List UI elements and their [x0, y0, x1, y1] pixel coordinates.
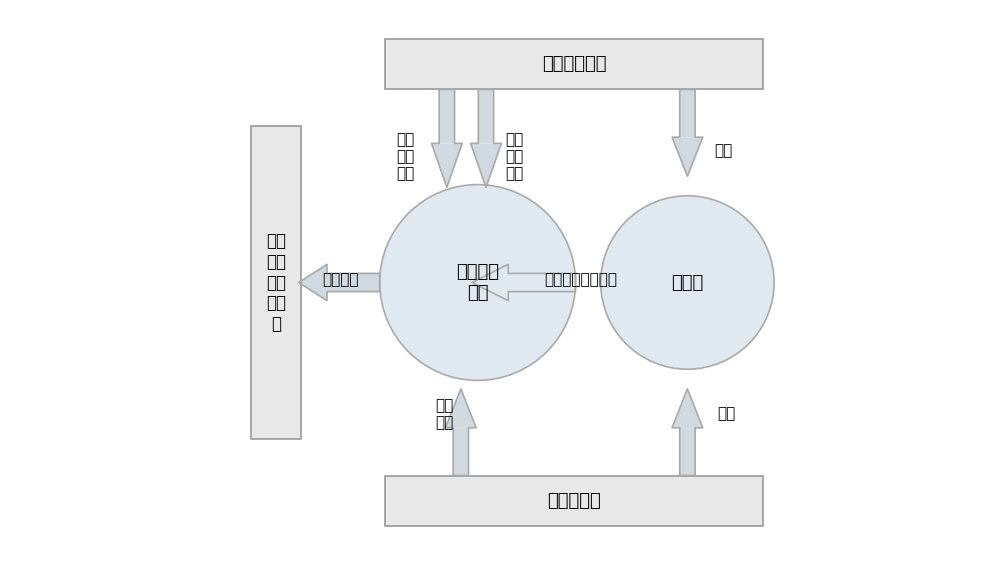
- Text: 自动成图
技术: 自动成图 技术: [456, 263, 499, 302]
- Bar: [508, 273, 576, 292]
- Polygon shape: [299, 264, 327, 301]
- Bar: [251, 126, 301, 439]
- Circle shape: [601, 196, 774, 369]
- Circle shape: [380, 185, 576, 380]
- Text: 设备信息连接关系: 设备信息连接关系: [545, 272, 618, 287]
- Text: 存储: 存储: [715, 144, 733, 159]
- Polygon shape: [672, 137, 703, 176]
- Bar: [385, 476, 763, 526]
- Text: 增量
数据
触发: 增量 数据 触发: [505, 132, 523, 181]
- Bar: [680, 89, 695, 137]
- Polygon shape: [431, 144, 462, 188]
- Text: 数据库: 数据库: [671, 273, 704, 292]
- Text: 配置信息采集: 配置信息采集: [542, 55, 606, 73]
- Bar: [478, 89, 494, 144]
- Text: 数据转换: 数据转换: [322, 272, 359, 287]
- Polygon shape: [471, 144, 501, 188]
- Text: 批量
数据
触发: 批量 数据 触发: [396, 132, 414, 181]
- Polygon shape: [472, 264, 508, 301]
- Polygon shape: [445, 389, 476, 428]
- Bar: [439, 89, 455, 144]
- Polygon shape: [672, 389, 703, 428]
- Text: 电力
通信
全网
拓扑
图: 电力 通信 全网 拓扑 图: [266, 232, 286, 333]
- Text: 模板
匹配: 模板 匹配: [435, 398, 453, 430]
- Bar: [327, 273, 380, 292]
- Text: 图形模板库: 图形模板库: [547, 492, 601, 510]
- Bar: [453, 428, 469, 476]
- Bar: [385, 39, 763, 89]
- Text: 存储: 存储: [717, 406, 736, 421]
- Bar: [680, 428, 695, 476]
